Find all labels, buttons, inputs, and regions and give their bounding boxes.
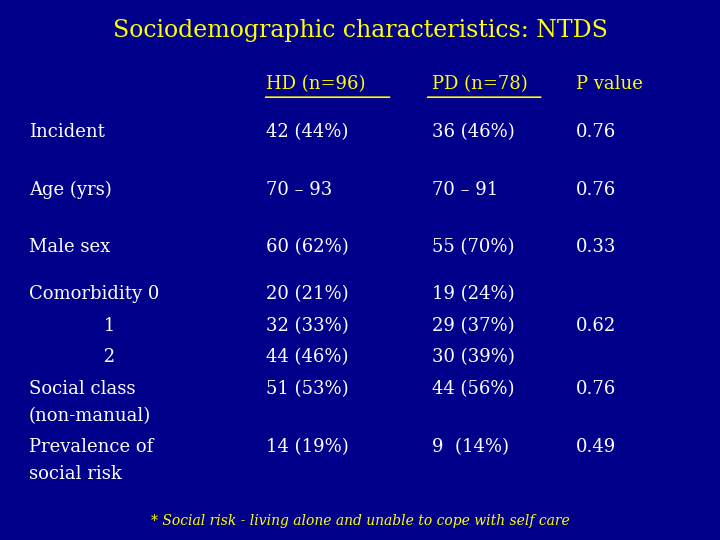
Text: 0.33: 0.33 <box>576 238 616 256</box>
Text: 51 (53%): 51 (53%) <box>266 380 349 398</box>
Text: 19 (24%): 19 (24%) <box>432 285 515 303</box>
Text: Age (yrs): Age (yrs) <box>29 181 112 199</box>
Text: P value: P value <box>576 75 643 93</box>
Text: 9  (14%): 9 (14%) <box>432 437 509 456</box>
Text: (non-manual): (non-manual) <box>29 407 151 425</box>
Text: 0.49: 0.49 <box>576 437 616 456</box>
Text: * Social risk - living alone and unable to cope with self care: * Social risk - living alone and unable … <box>150 514 570 528</box>
Text: 32 (33%): 32 (33%) <box>266 316 349 335</box>
Text: Comorbidity 0: Comorbidity 0 <box>29 285 159 303</box>
Text: 20 (21%): 20 (21%) <box>266 285 349 303</box>
Text: 2: 2 <box>29 348 115 366</box>
Text: 70 – 91: 70 – 91 <box>432 181 498 199</box>
Text: Male sex: Male sex <box>29 238 110 256</box>
Text: Prevalence of: Prevalence of <box>29 437 153 456</box>
Text: social risk: social risk <box>29 464 122 483</box>
Text: PD (n=78): PD (n=78) <box>432 75 528 93</box>
Text: 0.76: 0.76 <box>576 380 616 398</box>
Text: 0.76: 0.76 <box>576 123 616 141</box>
Text: 14 (19%): 14 (19%) <box>266 437 349 456</box>
Text: 36 (46%): 36 (46%) <box>432 123 515 141</box>
Text: 60 (62%): 60 (62%) <box>266 238 349 256</box>
Text: 44 (46%): 44 (46%) <box>266 348 349 366</box>
Text: 30 (39%): 30 (39%) <box>432 348 515 366</box>
Text: Social class: Social class <box>29 380 135 398</box>
Text: 29 (37%): 29 (37%) <box>432 316 515 335</box>
Text: 44 (56%): 44 (56%) <box>432 380 515 398</box>
Text: 42 (44%): 42 (44%) <box>266 123 348 141</box>
Text: HD (n=96): HD (n=96) <box>266 75 366 93</box>
Text: 1: 1 <box>29 316 115 335</box>
Text: 0.62: 0.62 <box>576 316 616 335</box>
Text: 0.76: 0.76 <box>576 181 616 199</box>
Text: Incident: Incident <box>29 123 104 141</box>
Text: 70 – 93: 70 – 93 <box>266 181 333 199</box>
Text: 55 (70%): 55 (70%) <box>432 238 515 256</box>
Text: Sociodemographic characteristics: NTDS: Sociodemographic characteristics: NTDS <box>112 19 608 42</box>
